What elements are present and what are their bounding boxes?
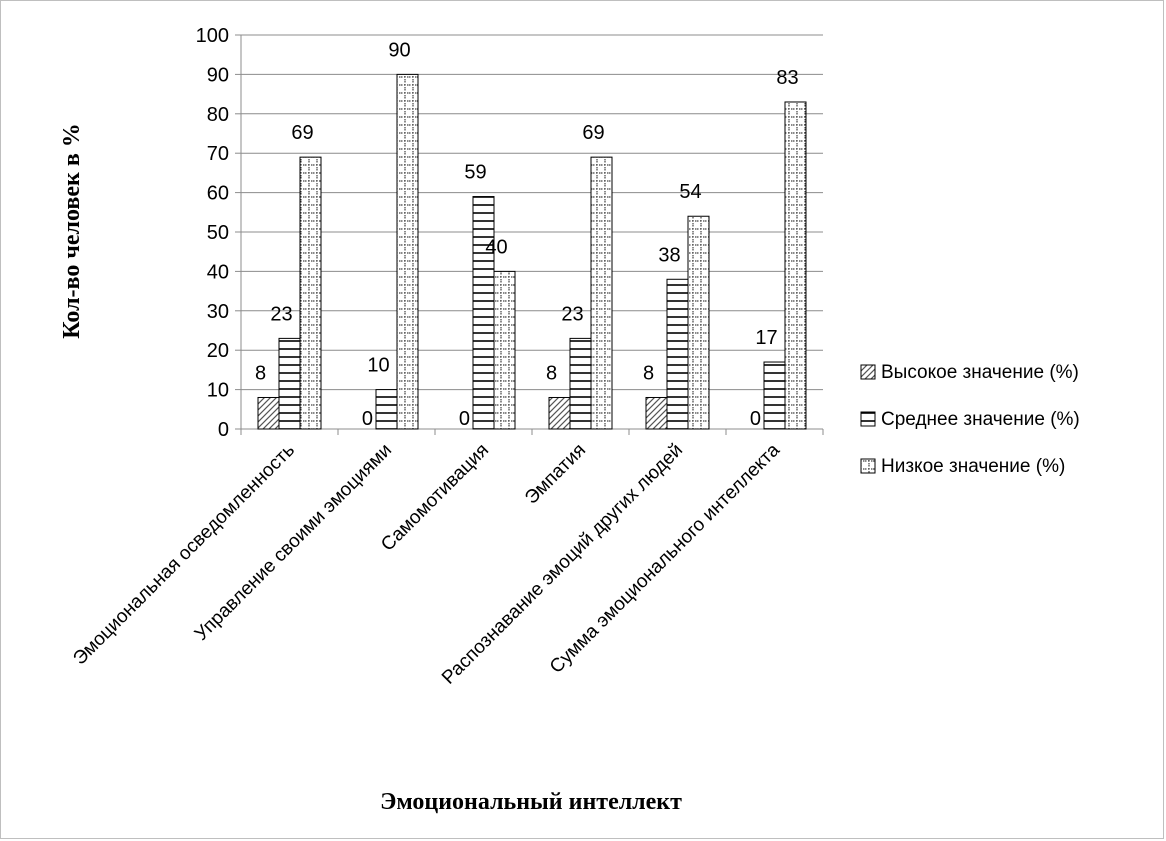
y-axis-title: Кол-во человек в % [59,123,85,339]
legend-label: Низкое значение (%) [881,456,1065,477]
data-label: 38 [658,244,680,266]
legend-swatch [860,411,876,427]
y-tick-label: 10 [207,380,229,402]
bar [569,337,592,430]
bar [590,156,613,430]
data-label: 90 [388,39,410,61]
data-label: 10 [367,355,389,377]
bar [687,215,710,430]
category-labels: Эмоциональная осведомленностьУправление … [69,439,784,688]
legend-label: Среднее значение (%) [881,409,1080,430]
data-labels: 8 23 69 0 10 90 0 59 40 8 23 69 8 38 54 0 17 83 [255,39,799,430]
bar [666,278,689,430]
gridlines [241,34,823,391]
x-tick-label: Эмоциональная осведомленность [69,440,299,670]
bars [257,73,807,430]
data-label: 0 [459,408,470,430]
data-label: 0 [362,408,373,430]
data-label: 69 [291,122,313,144]
y-tick-label: 70 [207,143,229,165]
bar [548,396,571,430]
bar [645,396,668,430]
y-tick-label: 80 [207,104,229,126]
x-tick-label: Управление своими эмоциями [191,440,396,645]
legend-label: Высокое значение (%) [881,362,1079,383]
y-tick-label: 50 [207,222,229,244]
data-label: 40 [485,236,507,258]
bar [375,389,398,430]
bar [472,196,495,430]
data-label: 8 [255,362,266,384]
bar [257,396,280,430]
bar [763,361,786,430]
data-label: 69 [582,122,604,144]
bar [299,156,322,430]
y-tick-label: 0 [218,419,229,441]
legend-swatch [860,458,876,474]
y-tick-label: 60 [207,183,229,205]
data-label: 17 [755,327,777,349]
data-label: 23 [270,303,292,325]
bar [493,270,516,430]
bar [396,73,419,430]
data-label: 54 [679,181,701,203]
x-axis-title: Эмоциональный интеллект [380,789,682,815]
y-tick-label: 40 [207,261,229,283]
x-tick-label: Эмпатия [521,440,590,509]
data-label: 83 [776,67,798,89]
bar [278,337,301,430]
y-tick-label: 90 [207,64,229,86]
data-label: 8 [546,362,557,384]
legend-swatch [860,364,876,380]
x-tick-label: Самомотивация [377,440,493,556]
legend: Высокое значение (%) Среднее значение (%)… [860,362,1080,477]
data-label: 0 [750,408,761,430]
y-tick-label: 30 [207,301,229,323]
bar [784,101,807,430]
y-tick-label: 20 [207,340,229,362]
y-tick-label: 100 [196,25,229,47]
data-label: 8 [643,362,654,384]
data-label: 23 [561,303,583,325]
data-label: 59 [464,162,486,184]
